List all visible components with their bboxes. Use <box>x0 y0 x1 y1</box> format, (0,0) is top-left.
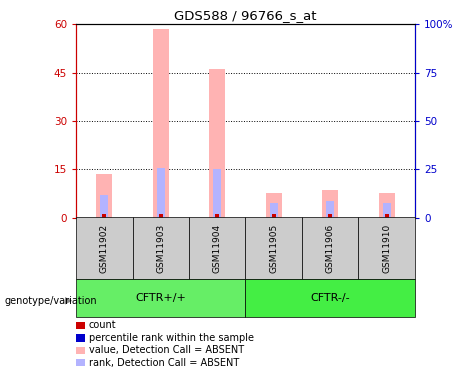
Polygon shape <box>65 297 72 304</box>
Bar <box>322 190 338 217</box>
Text: GSM11903: GSM11903 <box>156 224 165 273</box>
Bar <box>153 29 169 218</box>
Bar <box>133 217 189 279</box>
Bar <box>76 279 245 317</box>
Text: value, Detection Call = ABSENT: value, Detection Call = ABSENT <box>89 345 244 355</box>
Bar <box>326 201 334 217</box>
Bar <box>245 279 415 317</box>
Text: GSM11910: GSM11910 <box>382 224 391 273</box>
Bar <box>379 194 395 217</box>
Text: CFTR+/+: CFTR+/+ <box>136 293 186 303</box>
Title: GDS588 / 96766_s_at: GDS588 / 96766_s_at <box>174 9 317 22</box>
Bar <box>384 214 389 217</box>
Text: GSM11902: GSM11902 <box>100 224 109 273</box>
Bar <box>270 203 278 217</box>
Bar <box>302 217 359 279</box>
Text: percentile rank within the sample: percentile rank within the sample <box>89 333 254 343</box>
Bar <box>159 214 163 217</box>
Text: genotype/variation: genotype/variation <box>5 296 97 306</box>
Bar <box>157 168 165 217</box>
Bar <box>245 217 302 279</box>
Bar <box>96 174 112 217</box>
Bar <box>383 203 390 217</box>
Bar <box>266 194 282 217</box>
Bar <box>189 217 245 279</box>
Text: count: count <box>89 321 117 330</box>
Bar <box>215 214 219 217</box>
Bar <box>76 217 133 279</box>
Text: rank, Detection Call = ABSENT: rank, Detection Call = ABSENT <box>89 358 239 368</box>
Bar <box>102 214 106 217</box>
Bar <box>213 169 221 217</box>
Bar <box>358 217 415 279</box>
Text: GSM11906: GSM11906 <box>325 224 335 273</box>
Bar <box>100 195 108 217</box>
Bar <box>272 214 276 217</box>
Text: GSM11905: GSM11905 <box>269 224 278 273</box>
Bar <box>328 214 332 217</box>
Text: CFTR-/-: CFTR-/- <box>310 293 350 303</box>
Text: GSM11904: GSM11904 <box>213 224 222 273</box>
Bar <box>209 69 225 218</box>
